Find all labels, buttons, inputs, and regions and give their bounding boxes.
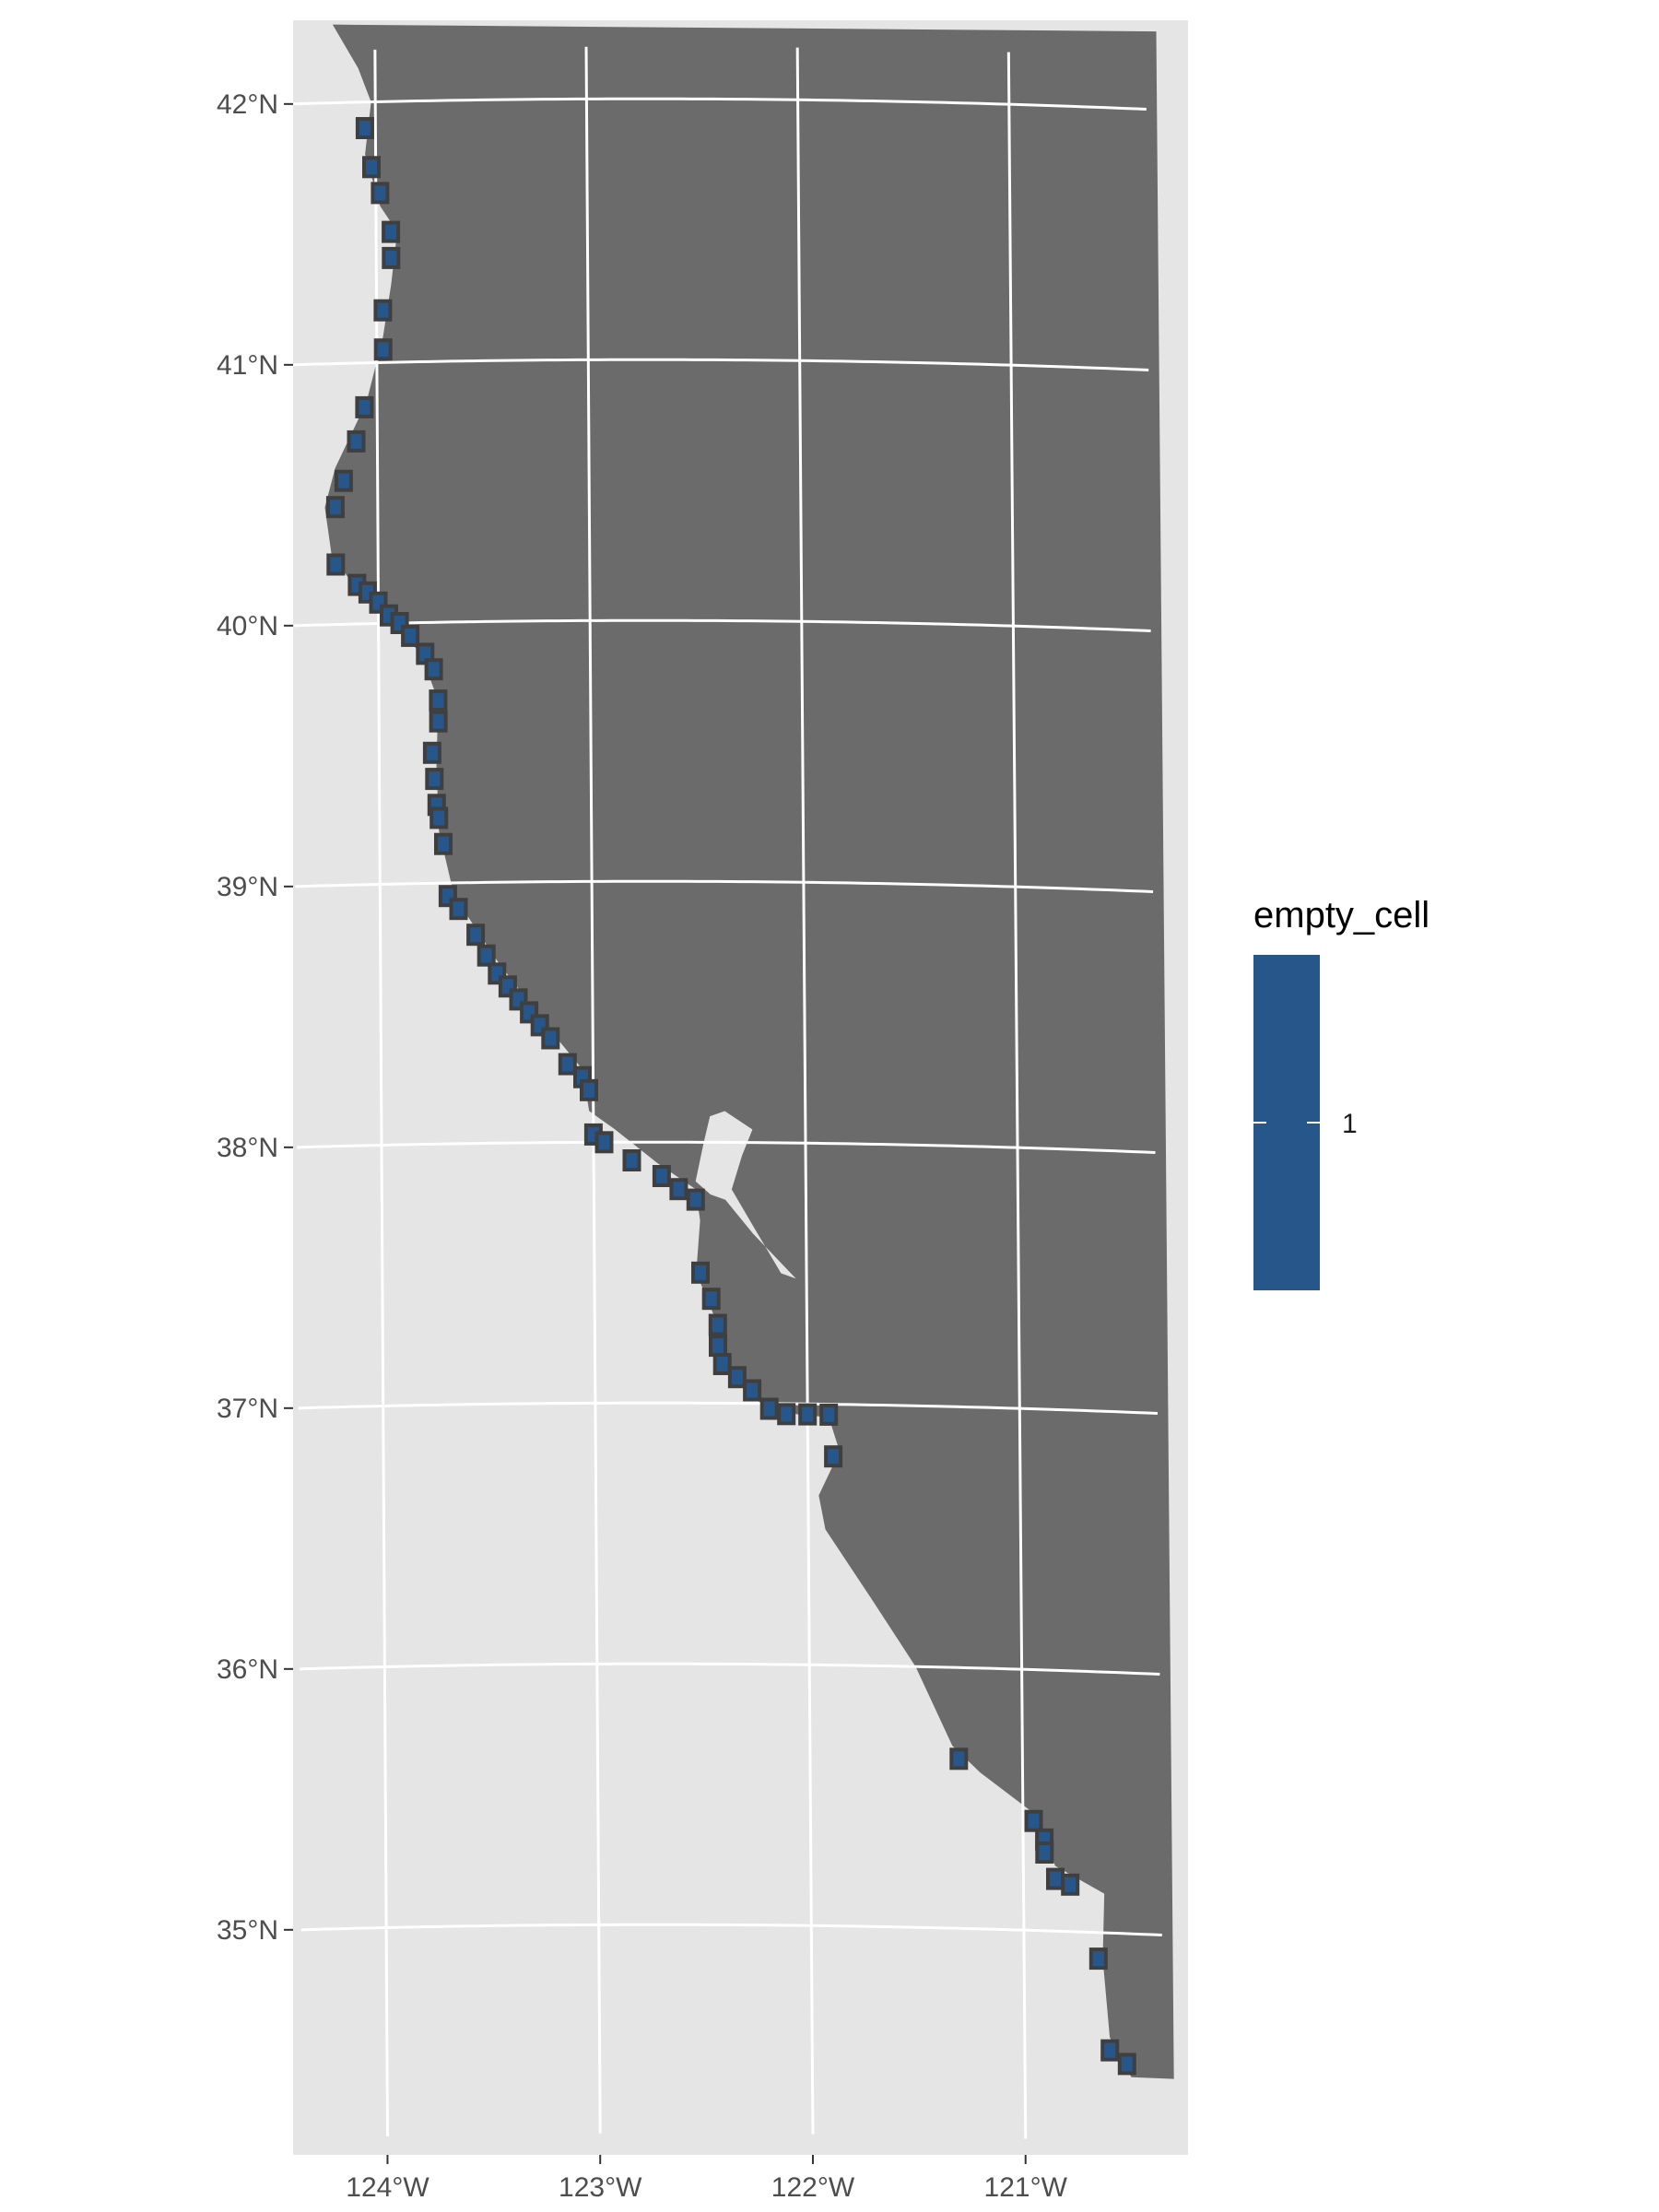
empty-cell	[708, 1313, 727, 1336]
empty-cell	[429, 710, 448, 733]
y-tick-label: 38°N	[217, 1133, 278, 1163]
empty-cell	[759, 1397, 779, 1420]
parallel-line	[300, 1662, 1160, 1676]
empty-cell	[594, 1131, 614, 1154]
empty-cell	[949, 1747, 969, 1771]
y-axis: 42°N 41°N 40°N 39°N 38°N 37°N 36°N 35°N	[217, 89, 293, 1946]
empty-cell	[798, 1403, 818, 1426]
top-margin	[0, 0, 1659, 20]
empty-cell	[686, 1188, 705, 1211]
empty-cell	[712, 1353, 732, 1375]
empty-cell	[709, 1335, 727, 1358]
x-tick-label: 124°W	[346, 2172, 429, 2203]
legend-label: 1	[1342, 1109, 1358, 1139]
empty-cell	[334, 469, 353, 492]
parallel-line	[298, 1401, 1158, 1415]
parallel-line	[296, 1140, 1156, 1154]
empty-cell	[477, 944, 496, 967]
empty-cell	[326, 553, 346, 576]
empty-cell	[429, 689, 448, 712]
x-tick-label: 122°W	[771, 2172, 855, 2203]
empty-cell	[466, 924, 486, 947]
empty-cell	[743, 1379, 762, 1402]
empty-cell	[347, 429, 366, 453]
empty-cell	[1100, 2039, 1120, 2062]
empty-cell	[819, 1403, 839, 1426]
empty-cell	[580, 1078, 598, 1101]
y-tick-label: 39°N	[217, 872, 278, 902]
empty-cell	[362, 156, 381, 179]
empty-cell	[449, 898, 468, 921]
parallel-line	[290, 97, 1147, 111]
land-polygon	[324, 24, 1174, 2079]
empty-cell	[541, 1027, 560, 1050]
x-axis: 124°W 123°W 122°W 121°W	[346, 2155, 1068, 2203]
meridian-line	[373, 49, 389, 2136]
y-tick-label: 37°N	[217, 1394, 278, 1424]
parallel-line	[300, 1923, 1162, 1936]
empty-cell	[691, 1261, 710, 1284]
meridian-line	[795, 47, 815, 2135]
empty-cell	[424, 658, 443, 681]
empty-cell	[373, 299, 393, 322]
x-tick-label: 123°W	[559, 2172, 642, 2203]
empty-cell	[355, 395, 374, 418]
empty-cells-layer	[325, 117, 1136, 2076]
y-tick-label: 40°N	[217, 611, 278, 641]
bottom-margin	[0, 2155, 1659, 2212]
empty-cell	[1117, 2053, 1136, 2076]
empty-cell	[701, 1288, 721, 1311]
empty-cell	[382, 246, 401, 269]
empty-cell	[1024, 1809, 1043, 1832]
empty-cell	[429, 806, 449, 830]
empty-cell	[1035, 1841, 1054, 1864]
empty-cell	[425, 768, 444, 791]
empty-cell	[434, 832, 453, 855]
empty-cell	[422, 741, 441, 764]
empty-cell	[382, 220, 401, 243]
empty-cell	[1046, 1867, 1065, 1890]
empty-cell	[1088, 1947, 1108, 1971]
empty-cell	[355, 117, 374, 139]
bay-water	[695, 1111, 796, 1279]
y-tick-label: 42°N	[217, 89, 278, 120]
legend: empty_cell 1	[1253, 895, 1430, 1290]
legend-title: empty_cell	[1253, 895, 1430, 935]
empty-cell	[777, 1403, 796, 1426]
y-tick-label: 36°N	[217, 1654, 278, 1685]
empty-cell	[371, 182, 390, 205]
y-tick-label: 35°N	[217, 1915, 278, 1946]
y-tick-label: 41°N	[217, 350, 278, 381]
empty-cell	[652, 1165, 671, 1187]
empty-cell	[401, 624, 420, 647]
empty-cell	[558, 1053, 577, 1076]
x-tick-label: 121°W	[984, 2172, 1068, 2203]
empty-cell	[727, 1366, 747, 1389]
empty-cell	[669, 1178, 688, 1201]
left-margin	[0, 0, 293, 2212]
empty-cell	[325, 496, 345, 519]
empty-cell	[1061, 1873, 1080, 1896]
parallel-line	[292, 358, 1149, 371]
parallel-line	[293, 618, 1151, 632]
meridian-line	[1006, 52, 1028, 2139]
empty-cell	[622, 1149, 641, 1171]
empty-cell	[373, 338, 393, 361]
empty-cell	[824, 1445, 843, 1468]
parallel-line	[295, 879, 1154, 893]
